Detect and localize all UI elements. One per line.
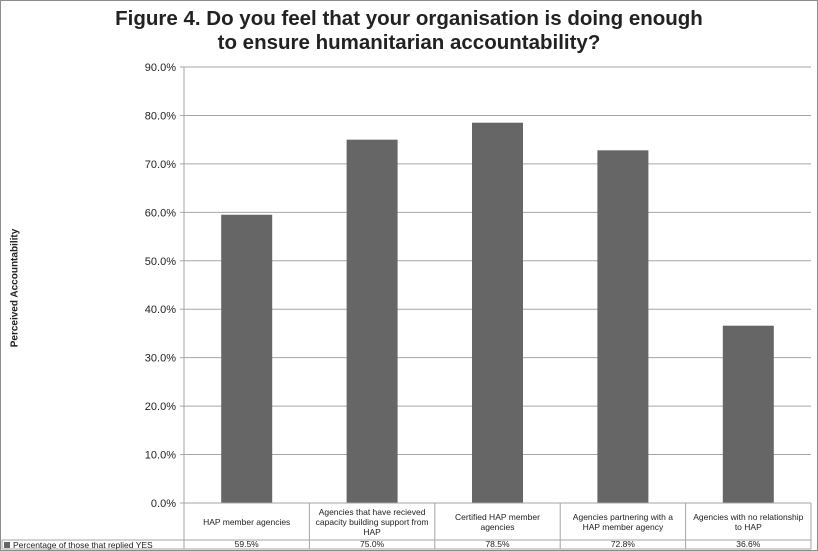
bar: [722, 325, 774, 503]
data-label: 36.6%: [736, 539, 761, 549]
data-label: 72.8%: [610, 539, 635, 549]
y-tick-label: 40.0%: [145, 304, 176, 316]
bar: [346, 139, 398, 503]
chart-title-line-2: to ensure humanitarian accountability?: [217, 31, 601, 54]
legend-entry: Percentage of those that replied YES: [4, 539, 153, 550]
data-label: 59.5%: [234, 539, 259, 549]
y-tick-label: 30.0%: [145, 353, 176, 365]
y-tick-label: 10.0%: [145, 450, 176, 462]
x-tick-label: HAP member agencies: [203, 516, 291, 527]
y-tick-label: 0.0%: [151, 498, 176, 510]
data-label: 75.0%: [360, 539, 385, 549]
chart-title-line-1: Figure 4. Do you feel that your organisa…: [115, 7, 703, 30]
y-tick-label: 70.0%: [145, 159, 176, 171]
legend-swatch: [4, 541, 10, 548]
bar: [472, 122, 523, 503]
y-tick-label: 60.0%: [145, 207, 176, 219]
bar: [221, 214, 273, 503]
x-tick-label: Certified HAP member agencies: [455, 511, 540, 532]
chart-title: Figure 4. Do you feel that your organisa…: [0, 7, 818, 55]
y-tick-label: 90.0%: [145, 62, 176, 74]
legend-label: Percentage of those that replied YES: [13, 539, 153, 550]
y-tick-label: 80.0%: [145, 110, 176, 122]
data-label: 78.5%: [485, 539, 510, 549]
x-tick-label: Agencies with no relationship to HAP: [693, 511, 804, 532]
bar: [597, 150, 649, 503]
x-tick-label: Agencies partnering with a HAP member ag…: [572, 511, 673, 532]
x-tick-label: Agencies that have recieved capacity bui…: [315, 506, 429, 537]
y-tick-label: 50.0%: [145, 256, 176, 268]
y-tick-label: 20.0%: [145, 401, 176, 413]
